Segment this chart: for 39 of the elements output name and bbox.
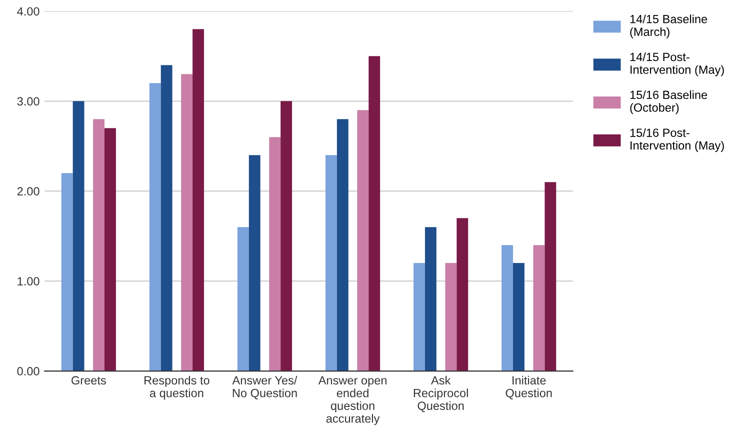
bar: [248, 155, 260, 372]
bar: [181, 74, 193, 372]
legend-label: 15/16 Post- Intervention (May): [630, 128, 724, 152]
y-tick-label: 4.00: [17, 7, 40, 16]
bar: [104, 128, 116, 372]
bar: [72, 101, 84, 372]
x-tick-label: Ask Reciprocol Question: [414, 376, 468, 412]
x-tick-label: Greets: [72, 376, 106, 385]
bar: [368, 56, 380, 372]
y-tick-label: 2.00: [17, 187, 40, 196]
bar: [93, 119, 105, 372]
bar: [357, 110, 369, 372]
bar: [269, 137, 281, 372]
x-tick-label: Answer open ended question accurately: [318, 376, 386, 426]
bar: [502, 245, 514, 372]
y-tick-label: 1.00: [18, 277, 40, 286]
y-tick-label: 0.00: [17, 367, 40, 376]
bar: [280, 101, 292, 372]
legend-label: 14/15 Post- Intervention (May): [630, 52, 724, 76]
bar: [160, 65, 172, 372]
bar: [149, 83, 161, 372]
bar: [544, 182, 556, 372]
bar: [325, 155, 337, 372]
bar: [456, 218, 468, 372]
bar: [336, 119, 348, 372]
bar: [61, 173, 73, 372]
bar: [414, 263, 425, 372]
legend-label: 14/15 Baseline (March): [630, 14, 708, 38]
bar: [533, 245, 545, 372]
bar: [192, 29, 204, 372]
x-tick-label: Answer Yes/ No Question: [232, 376, 298, 400]
x-tick-label: Responds to a question: [144, 376, 210, 400]
legend-label: 15/16 Baseline (October): [630, 90, 708, 114]
x-tick-label: Initiate Question: [506, 376, 552, 400]
y-tick-label: 3.00: [17, 97, 40, 106]
bar: [513, 263, 524, 372]
bar: [237, 227, 249, 372]
bar: [424, 227, 436, 372]
bar: [445, 263, 457, 372]
